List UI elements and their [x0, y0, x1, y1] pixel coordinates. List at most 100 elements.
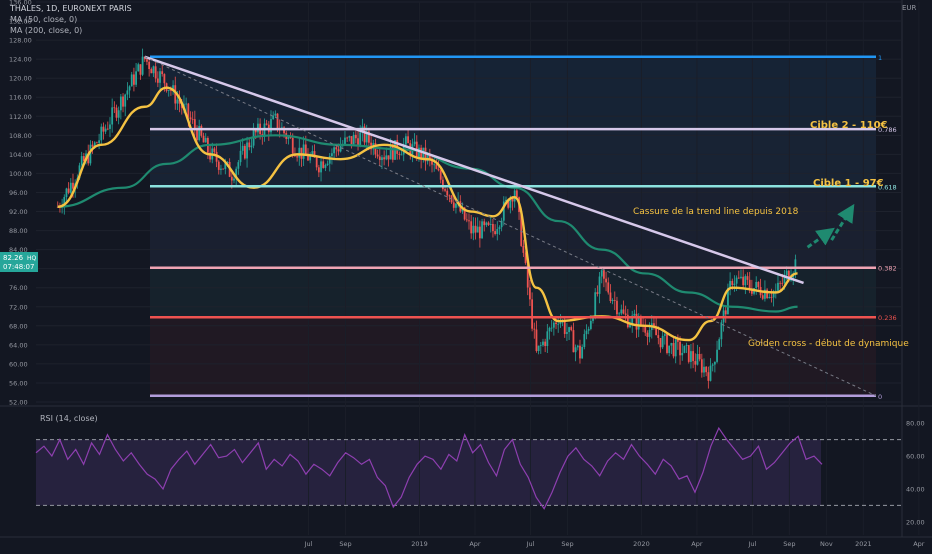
- y-tick-label: 68.00: [9, 322, 28, 330]
- candle-body: [611, 300, 614, 302]
- candle-body: [404, 136, 407, 145]
- candle-body: [542, 341, 544, 346]
- candle-body: [130, 74, 133, 87]
- y-tick-label: 112.00: [9, 113, 32, 121]
- candle-body: [468, 220, 470, 222]
- candle-body: [93, 142, 96, 147]
- candle-body: [568, 327, 570, 333]
- candle-body: [472, 225, 475, 234]
- x-tick-label: Jul: [304, 540, 313, 548]
- y-tick-label: 124.00: [9, 56, 32, 64]
- candle-body: [376, 154, 379, 157]
- candle-body: [716, 349, 718, 362]
- candle-body: [374, 143, 377, 155]
- candle-body: [511, 198, 514, 202]
- candle-body: [387, 155, 390, 160]
- x-tick-label: Apr: [469, 540, 481, 548]
- candle-body: [452, 202, 455, 208]
- candle-body: [368, 131, 370, 143]
- candle-body: [72, 182, 74, 189]
- candle-body: [335, 147, 338, 150]
- arrow-up-small: [806, 227, 835, 249]
- candle-body: [193, 119, 196, 129]
- candle-body: [124, 94, 127, 107]
- candle-body: [594, 292, 597, 318]
- price-marker-tag: HQ: [27, 255, 37, 262]
- candle-body: [787, 270, 790, 281]
- candle-body: [352, 134, 355, 145]
- candle-body: [196, 128, 198, 141]
- candle-body: [146, 59, 148, 62]
- y-tick-label: 104.00: [9, 151, 32, 159]
- candle-body: [311, 151, 314, 156]
- candle-body: [581, 346, 584, 359]
- candle-body: [113, 107, 116, 109]
- candle-body: [676, 339, 679, 342]
- y-tick-label: 76.00: [9, 284, 28, 292]
- candle-body: [657, 335, 660, 339]
- candle-body: [498, 227, 501, 229]
- fib-label: 0.618: [878, 183, 897, 191]
- candle-body: [296, 156, 299, 158]
- candle-body: [433, 164, 436, 166]
- candle-body: [463, 207, 466, 220]
- candle-body: [317, 167, 320, 173]
- x-tick-label: 2020: [633, 540, 650, 548]
- candle-body: [700, 359, 703, 373]
- candle-body: [609, 292, 612, 302]
- x-tick-label: Jul: [747, 540, 756, 548]
- y-tick-label: 128.00: [9, 37, 32, 45]
- candle-body: [487, 222, 490, 225]
- target1-label: Cible 1 - 97€: [813, 178, 884, 189]
- ma200-legend: MA (200, close, 0): [10, 26, 82, 35]
- trend-line: [144, 55, 804, 285]
- candle-body: [539, 345, 542, 347]
- candle-body: [670, 343, 673, 346]
- candle-body: [298, 147, 301, 158]
- candle-body: [413, 141, 416, 145]
- chart-title: THALES, 1D, EURONEXT PARIS: [9, 4, 132, 13]
- arrow-up-large: [830, 203, 855, 241]
- candle-body: [724, 310, 727, 315]
- candle-body: [748, 279, 751, 289]
- candle-body: [383, 157, 386, 160]
- candle-body: [333, 147, 335, 154]
- candle-body: [315, 157, 318, 168]
- candle-body: [67, 188, 70, 193]
- rsi-tick-label: 20.00: [906, 518, 925, 526]
- candle-body: [555, 322, 557, 325]
- candle-body: [740, 276, 742, 278]
- candle-body: [389, 144, 392, 160]
- candle-body: [291, 137, 294, 154]
- candle-body: [89, 144, 92, 164]
- candle-body: [104, 128, 107, 132]
- candle-body: [172, 85, 174, 91]
- candle-body: [772, 291, 775, 298]
- candle-body: [718, 339, 721, 350]
- candle-body: [661, 335, 664, 348]
- candle-body: [337, 149, 340, 152]
- candle-body: [287, 136, 290, 139]
- candle-body: [439, 170, 442, 180]
- price-marker: [0, 252, 38, 272]
- candle-body: [126, 90, 129, 95]
- candle-body: [507, 199, 510, 208]
- candle-body: [426, 154, 429, 162]
- candle-body: [600, 270, 603, 277]
- candle-body: [698, 354, 701, 360]
- candle-body: [496, 228, 499, 234]
- x-tick-label: Jul: [526, 540, 535, 548]
- candle-body: [559, 321, 562, 324]
- candle-body: [548, 327, 551, 332]
- candle-body: [331, 153, 333, 157]
- candle-body: [485, 222, 488, 226]
- candle-body: [133, 74, 135, 85]
- x-tick-label: 2019: [411, 540, 428, 548]
- candle-body: [237, 162, 240, 169]
- candle-body: [685, 345, 688, 346]
- candle-body: [365, 131, 368, 143]
- candle-body: [339, 145, 342, 152]
- candle-body: [783, 275, 786, 284]
- candle-body: [96, 142, 98, 144]
